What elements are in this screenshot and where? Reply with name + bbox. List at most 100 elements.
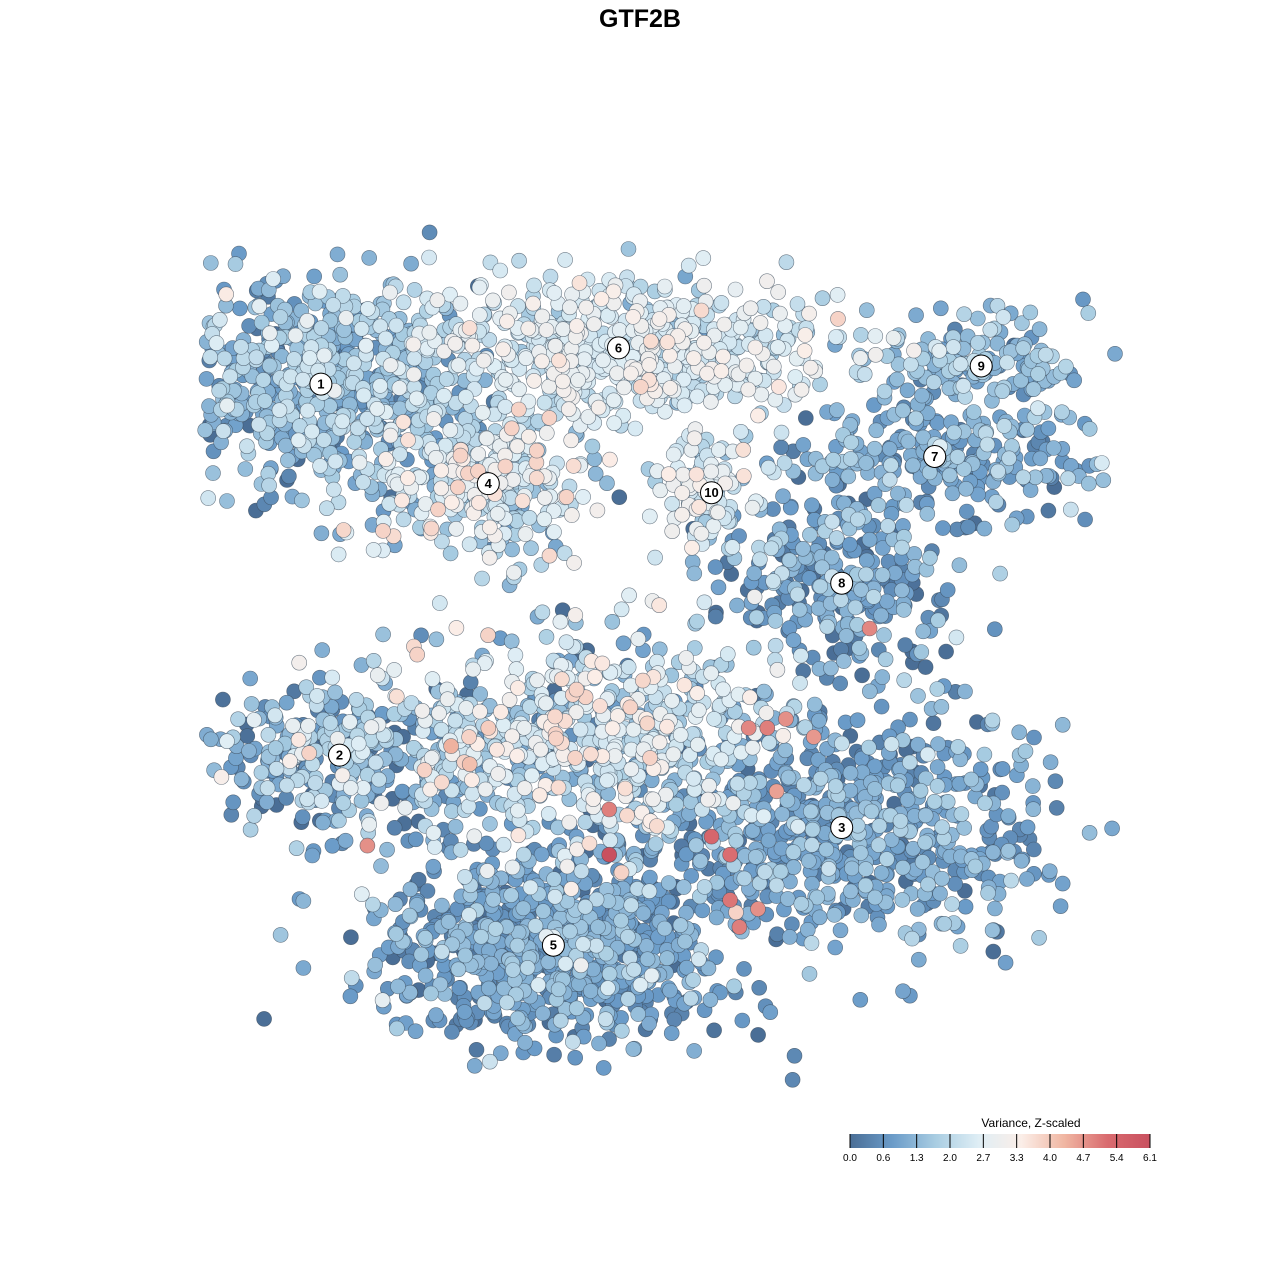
data-point: [285, 717, 301, 734]
data-point: [1081, 824, 1098, 841]
data-point: [880, 518, 896, 534]
data-point: [985, 943, 1002, 960]
data-point: [707, 559, 724, 575]
data-point: [200, 490, 216, 506]
data-point: [680, 257, 697, 274]
data-point: [334, 767, 351, 784]
data-point: [950, 739, 966, 755]
data-point: [521, 509, 538, 526]
data-point: [685, 972, 701, 988]
data-point: [520, 320, 537, 337]
data-point: [1058, 358, 1074, 375]
data-point: [742, 689, 758, 706]
data-point: [1095, 472, 1112, 489]
data-point: [472, 703, 488, 720]
data-point: [643, 967, 660, 984]
data-point: [355, 387, 372, 404]
data-point: [538, 322, 555, 338]
data-point: [313, 525, 330, 542]
data-point: [436, 387, 452, 404]
data-point: [1019, 421, 1035, 438]
data-point: [770, 339, 786, 356]
data-point: [1054, 875, 1071, 892]
data-point: [898, 497, 915, 513]
data-point: [939, 582, 956, 598]
data-point: [782, 499, 799, 516]
data-point: [309, 688, 325, 704]
data-point: [590, 399, 607, 416]
data-point: [630, 1006, 647, 1022]
data-point: [663, 1025, 680, 1041]
data-point: [1094, 455, 1110, 471]
data-point: [990, 463, 1006, 480]
data-point: [327, 684, 343, 701]
data-point: [641, 883, 658, 900]
data-point: [861, 739, 877, 756]
cluster-label-1: 1: [309, 372, 333, 396]
data-point: [375, 626, 391, 643]
data-point: [874, 567, 891, 583]
data-point: [386, 819, 403, 836]
data-point: [910, 688, 926, 704]
data-point: [930, 612, 946, 629]
data-point: [750, 407, 766, 424]
colorbar-tick-label: 0.6: [876, 1153, 890, 1164]
data-point: [904, 930, 920, 947]
data-point: [299, 402, 316, 419]
data-point: [601, 966, 618, 982]
data-point: [595, 1060, 612, 1076]
data-point: [551, 352, 567, 369]
data-point: [374, 992, 391, 1009]
data-point: [656, 920, 673, 937]
data-point: [371, 771, 387, 788]
data-point: [452, 295, 469, 312]
data-point: [856, 366, 873, 383]
data-point: [659, 950, 675, 967]
data-point: [219, 493, 235, 509]
data-point: [421, 224, 438, 241]
data-point: [1000, 842, 1017, 859]
data-point: [295, 893, 312, 909]
data-point: [642, 750, 658, 766]
data-point: [780, 769, 797, 786]
data-point: [616, 379, 632, 396]
data-point: [419, 883, 436, 899]
data-point: [391, 380, 408, 396]
colorbar-tick-label: 4.7: [1076, 1153, 1090, 1164]
data-point: [703, 828, 720, 845]
data-point: [867, 346, 884, 363]
data-point: [665, 746, 682, 763]
data-point: [510, 827, 527, 844]
data-point: [652, 482, 669, 499]
data-point: [428, 631, 445, 648]
data-point: [562, 923, 578, 940]
data-point: [495, 341, 511, 358]
data-point: [582, 983, 599, 999]
data-point: [914, 854, 931, 870]
data-point: [364, 896, 381, 913]
data-point: [531, 787, 548, 804]
data-point: [538, 695, 554, 712]
data-point: [746, 565, 763, 582]
data-point: [590, 919, 606, 935]
data-point: [770, 379, 787, 395]
data-point: [389, 1020, 405, 1037]
data-point: [773, 439, 789, 456]
cluster-label-text: 9: [978, 359, 985, 374]
data-point: [1017, 743, 1034, 760]
data-point: [969, 310, 986, 327]
data-point: [647, 836, 664, 852]
data-point: [222, 368, 238, 385]
data-point: [696, 879, 713, 895]
data-point: [351, 454, 368, 471]
data-point: [443, 494, 460, 511]
data-point: [641, 357, 658, 373]
data-point: [509, 1010, 526, 1027]
data-point: [260, 726, 277, 743]
data-point: [651, 597, 668, 614]
data-point: [958, 480, 974, 497]
data-point: [561, 814, 578, 831]
data-point: [287, 327, 304, 344]
data-point: [535, 903, 552, 919]
data-point: [562, 299, 578, 316]
